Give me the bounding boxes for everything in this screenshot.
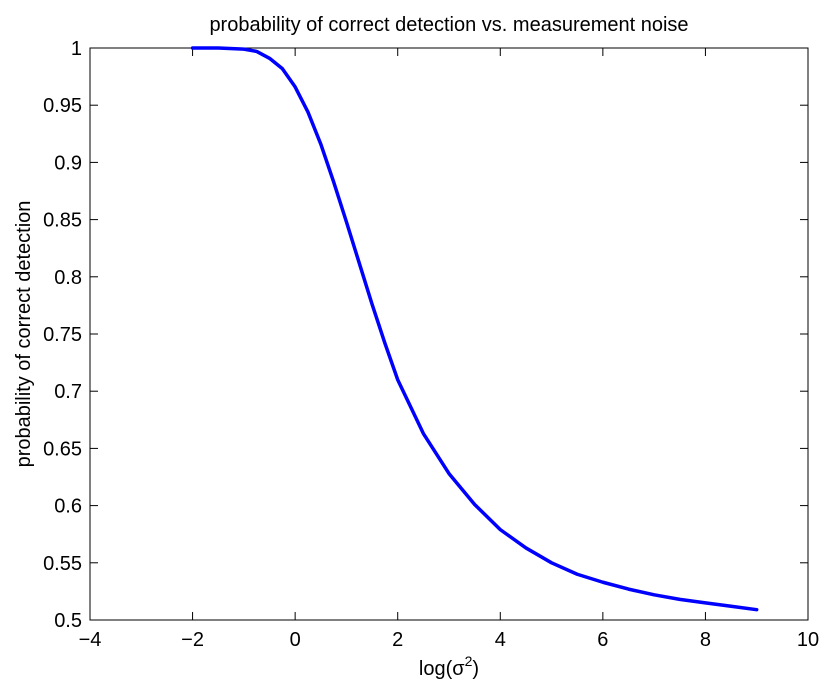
- x-tick-label: −2: [181, 629, 204, 651]
- y-axis-label: probability of correct detection: [13, 201, 35, 468]
- x-axis: −4 −2 0 2 4 6 8 10: [79, 48, 819, 651]
- x-tick-label: 2: [392, 629, 403, 651]
- y-tick-label: 0.5: [54, 610, 82, 632]
- y-tick-label: 0.8: [54, 267, 82, 289]
- y-tick-label: 0.9: [54, 152, 82, 174]
- plot-area: [89, 47, 809, 621]
- y-axis: 0.5 0.55 0.6 0.65 0.7 0.75 0.8 0.85 0.9 0.95 1: [43, 38, 808, 632]
- y-tick-label: 0.65: [43, 438, 82, 460]
- y-tick-label: 0.7: [54, 381, 82, 403]
- y-tick-label: 0.75: [43, 324, 82, 346]
- series-line: [190, 46, 759, 612]
- x-axis-label-end: ): [472, 658, 479, 680]
- x-tick-label: 8: [700, 629, 711, 651]
- chart-title: probability of correct detection vs. mea…: [209, 14, 688, 36]
- y-tick-label: 0.85: [43, 210, 82, 232]
- x-axis-label-base: log(σ: [419, 658, 465, 680]
- x-axis-label-superscript: 2: [465, 653, 473, 669]
- x-tick-label: −4: [79, 629, 102, 651]
- x-tick-label: 6: [597, 629, 608, 651]
- y-tick-label: 0.95: [43, 95, 82, 117]
- y-tick-label: 1: [71, 38, 82, 60]
- y-tick-label: 0.55: [43, 553, 82, 575]
- x-tick-label: 0: [290, 629, 301, 651]
- x-tick-label: 4: [495, 629, 506, 651]
- x-axis-label: log(σ2): [419, 653, 479, 680]
- x-tick-label: 10: [797, 629, 819, 651]
- y-tick-label: 0.6: [54, 496, 82, 518]
